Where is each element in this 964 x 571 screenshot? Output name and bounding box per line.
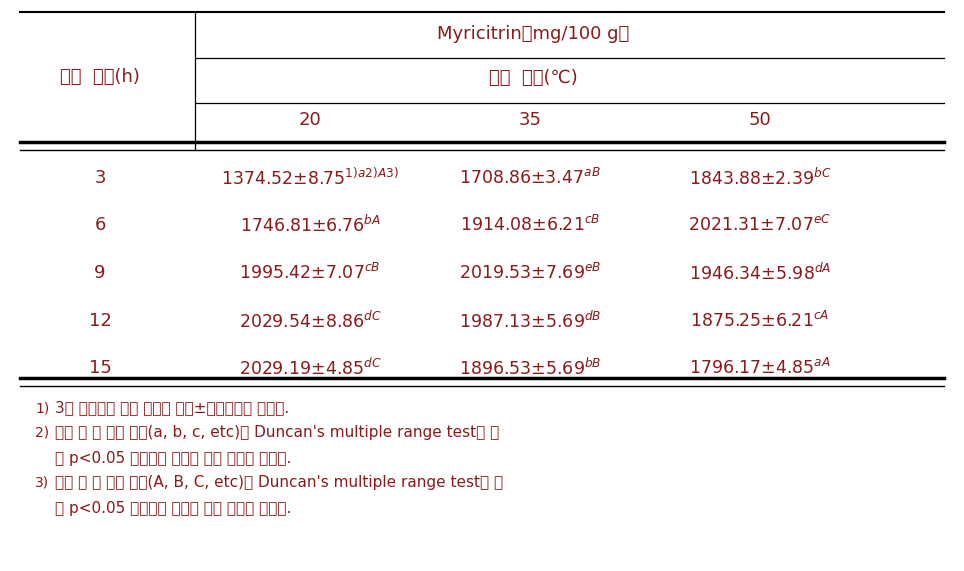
Text: 35: 35: [519, 111, 542, 129]
Text: 6: 6: [94, 216, 106, 234]
Text: 같은 열 내 다른 문자(a, b, c, etc)는 Duncan's multiple range test에 의: 같은 열 내 다른 문자(a, b, c, etc)는 Duncan's mul…: [55, 425, 499, 440]
Text: 1): 1): [35, 401, 49, 415]
Text: 15: 15: [89, 359, 112, 377]
Text: 3: 3: [94, 169, 106, 187]
Text: 1843.88±2.39$^{bC}$: 1843.88±2.39$^{bC}$: [688, 167, 832, 188]
Text: Myricitrin（mg/100 g）: Myricitrin（mg/100 g）: [438, 25, 629, 43]
Text: 1875.25±6.21$^{cA}$: 1875.25±6.21$^{cA}$: [690, 311, 830, 331]
Text: 해 p<0.05 수준에서 유의성 있는 차이를 나타냄.: 해 p<0.05 수준에서 유의성 있는 차이를 나타냄.: [55, 501, 291, 516]
Text: 2): 2): [35, 426, 49, 440]
Text: 2029.19±4.85$^{dC}$: 2029.19±4.85$^{dC}$: [239, 357, 382, 379]
Text: 1796.17±4.85$^{aA}$: 1796.17±4.85$^{aA}$: [689, 358, 831, 378]
Text: 20: 20: [299, 111, 321, 129]
Text: 2021.31±7.07$^{eC}$: 2021.31±7.07$^{eC}$: [688, 215, 832, 235]
Text: 같은 행 내 다른 문자(A, B, C, etc)는 Duncan's multiple range test에 의: 같은 행 내 다른 문자(A, B, C, etc)는 Duncan's mul…: [55, 476, 503, 490]
Text: 1946.34±5.98$^{dA}$: 1946.34±5.98$^{dA}$: [689, 263, 831, 284]
Text: 1995.42±7.07$^{cB}$: 1995.42±7.07$^{cB}$: [239, 263, 381, 283]
Text: 해 p<0.05 수준에서 유의성 있는 차이를 나타냄.: 해 p<0.05 수준에서 유의성 있는 차이를 나타냄.: [55, 451, 291, 465]
Text: 추출  온도(℃): 추출 온도(℃): [489, 69, 577, 87]
Text: 2019.53±7.69$^{eB}$: 2019.53±7.69$^{eB}$: [459, 263, 602, 283]
Text: 1914.08±6.21$^{cB}$: 1914.08±6.21$^{cB}$: [460, 215, 601, 235]
Text: 50: 50: [749, 111, 771, 129]
Text: 1987.13±5.69$^{dB}$: 1987.13±5.69$^{dB}$: [459, 311, 602, 332]
Text: 추출  시간(h): 추출 시간(h): [60, 68, 140, 86]
Text: 1896.53±5.69$^{bB}$: 1896.53±5.69$^{bB}$: [459, 357, 602, 379]
Text: 9: 9: [94, 264, 106, 282]
Text: 1708.86±3.47$^{aB}$: 1708.86±3.47$^{aB}$: [459, 168, 601, 188]
Text: 1374.52±8.75$^{1)a2)A3)}$: 1374.52±8.75$^{1)a2)A3)}$: [221, 167, 399, 188]
Text: 12: 12: [89, 312, 112, 330]
Text: 2029.54±8.86$^{dC}$: 2029.54±8.86$^{dC}$: [239, 311, 382, 332]
Text: 1746.81±6.76$^{bA}$: 1746.81±6.76$^{bA}$: [240, 214, 380, 236]
Text: 3회 반복하여 얻은 결과를 평균±표준편차로 나타냄.: 3회 반복하여 얻은 결과를 평균±표준편차로 나타냄.: [55, 400, 289, 416]
Text: 3): 3): [35, 476, 49, 490]
